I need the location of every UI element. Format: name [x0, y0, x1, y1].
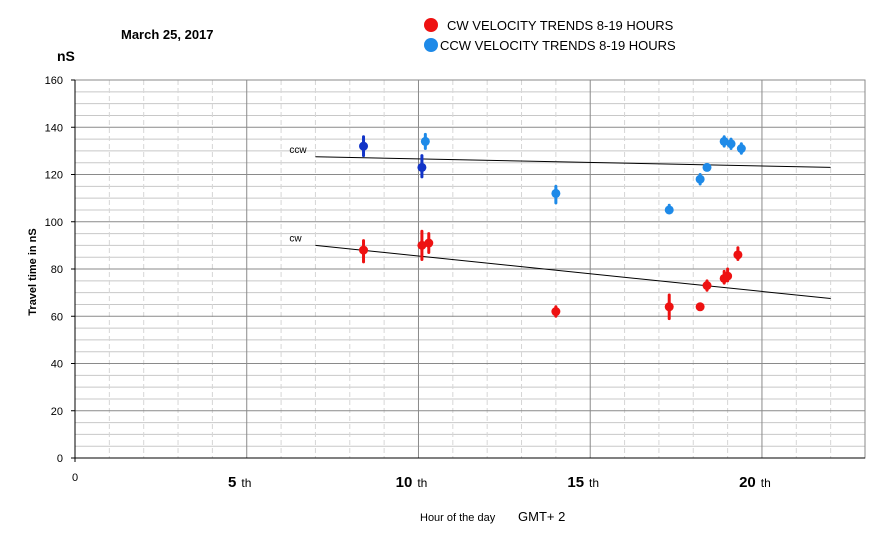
y-tick-label: 120: [45, 170, 63, 182]
legend-marker-ccw: [424, 38, 438, 52]
y-unit-label: nS: [57, 48, 75, 64]
ccw-data-point: [420, 136, 430, 146]
cw-data-point: [664, 302, 674, 312]
y-tick-label: 140: [45, 122, 63, 134]
data-points: [359, 132, 746, 321]
chart-date: March 25, 2017: [121, 27, 214, 42]
x-tick-number: 10: [396, 474, 413, 491]
y-tick-label: 100: [45, 217, 63, 229]
y-axis-title: Travel time in nS: [27, 228, 39, 315]
cw-data-point: [723, 271, 733, 281]
ccw-data-point: [695, 174, 705, 184]
cw-data-point: [702, 281, 712, 291]
x-tick-number: 5: [228, 474, 236, 491]
y-tick-label: 0: [57, 453, 63, 465]
ccw-data-point: [726, 139, 736, 149]
y-tick-label: 40: [51, 359, 63, 371]
y-tick-label: 60: [51, 311, 63, 323]
ccw-data-point: [551, 188, 561, 198]
cw-data-point: [733, 250, 743, 260]
x-tick-label: 10 th: [396, 474, 428, 491]
x-tick-suffix: th: [761, 476, 771, 490]
trendline-label-cw: cw: [289, 233, 302, 244]
x-tick-suffix: th: [589, 476, 599, 490]
cw-data-point: [417, 240, 427, 250]
trendline-cw: [315, 244, 831, 300]
cw-data-point: [424, 238, 434, 248]
x-tick-number: 20: [739, 474, 756, 491]
x-tick-suffix: th: [241, 476, 251, 490]
y-tick-label: 20: [51, 406, 63, 418]
x-tick-label: 0: [72, 472, 78, 484]
x-axis-timezone: GMT+ 2: [518, 509, 565, 524]
ccw-data-point: [719, 136, 729, 146]
x-tick-label: 15 th: [567, 474, 599, 491]
y-tick-label: 160: [45, 75, 63, 87]
cw-data-point: [551, 307, 561, 317]
y-tick-label: 80: [51, 264, 63, 276]
chart-grid: [74, 79, 866, 459]
legend-label-ccw: CCW VELOCITY TRENDS 8-19 HOURS: [440, 38, 676, 53]
trendline-ccw: [315, 156, 831, 168]
x-tick-number: 15: [567, 474, 584, 491]
x-tick-label: 20 th: [739, 474, 771, 491]
ccw-data-point: [417, 162, 427, 172]
ccw-data-point: [736, 144, 746, 154]
trendlines: ccw cw: [289, 145, 831, 300]
cw-data-point: [359, 245, 369, 255]
ccw-data-point: [702, 162, 712, 172]
x-tick-suffix: th: [417, 476, 427, 490]
legend-label-cw: CW VELOCITY TRENDS 8-19 HOURS: [447, 18, 674, 33]
legend-marker-cw: [424, 18, 438, 32]
legend: CW VELOCITY TRENDS 8-19 HOURS CCW VELOCI…: [424, 18, 676, 53]
cw-data-point: [695, 302, 705, 312]
ccw-data-point: [664, 205, 674, 215]
ccw-data-point: [359, 141, 369, 151]
trendline-label-ccw: ccw: [289, 145, 307, 156]
x-tick-label: 5 th: [228, 474, 251, 491]
chart-axes: 0 20 40 60 80 100 120 140 160 0 5 th 10 th 15 th 20 th: [45, 75, 865, 491]
x-axis-title: Hour of the day: [420, 512, 496, 524]
